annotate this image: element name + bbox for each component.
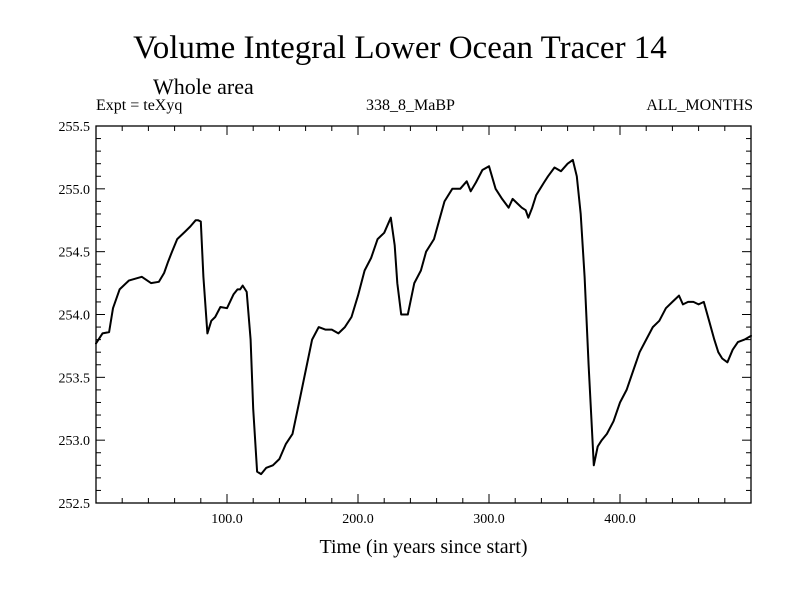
plot-frame — [95, 125, 752, 504]
x-axis-label: Time (in years since start) — [319, 536, 528, 558]
chart-subtitle: Whole area — [153, 74, 254, 99]
series-line — [95, 158, 752, 476]
x-tick-label: 100.0 — [211, 512, 243, 527]
x-tick-label: 300.0 — [473, 512, 505, 527]
y-tick-label: 253.5 — [59, 371, 91, 386]
y-tick-label: 252.5 — [59, 497, 91, 512]
x-tick-label: 400.0 — [604, 512, 636, 527]
experiment-label: Expt = teXyq — [96, 97, 183, 114]
y-tick-label: 255.5 — [59, 120, 91, 135]
y-tick-label: 254.0 — [59, 309, 91, 324]
x-tick-label: 200.0 — [342, 512, 374, 527]
tick-labels: 100.0 200.0 300.0 400.0 252.5 253.0 253.5 254.0… — [59, 120, 636, 527]
chart-title: Volume Integral Lower Ocean Tracer 14 — [133, 30, 667, 66]
y-tick-label: 255.0 — [59, 183, 91, 198]
y-tick-label: 253.0 — [59, 434, 91, 449]
period-label: 338_8_MaBP — [366, 97, 455, 114]
months-label: ALL_MONTHS — [646, 97, 753, 114]
y-tick-label: 254.5 — [59, 246, 91, 261]
series-group — [95, 158, 752, 476]
axis-ticks — [96, 126, 751, 503]
